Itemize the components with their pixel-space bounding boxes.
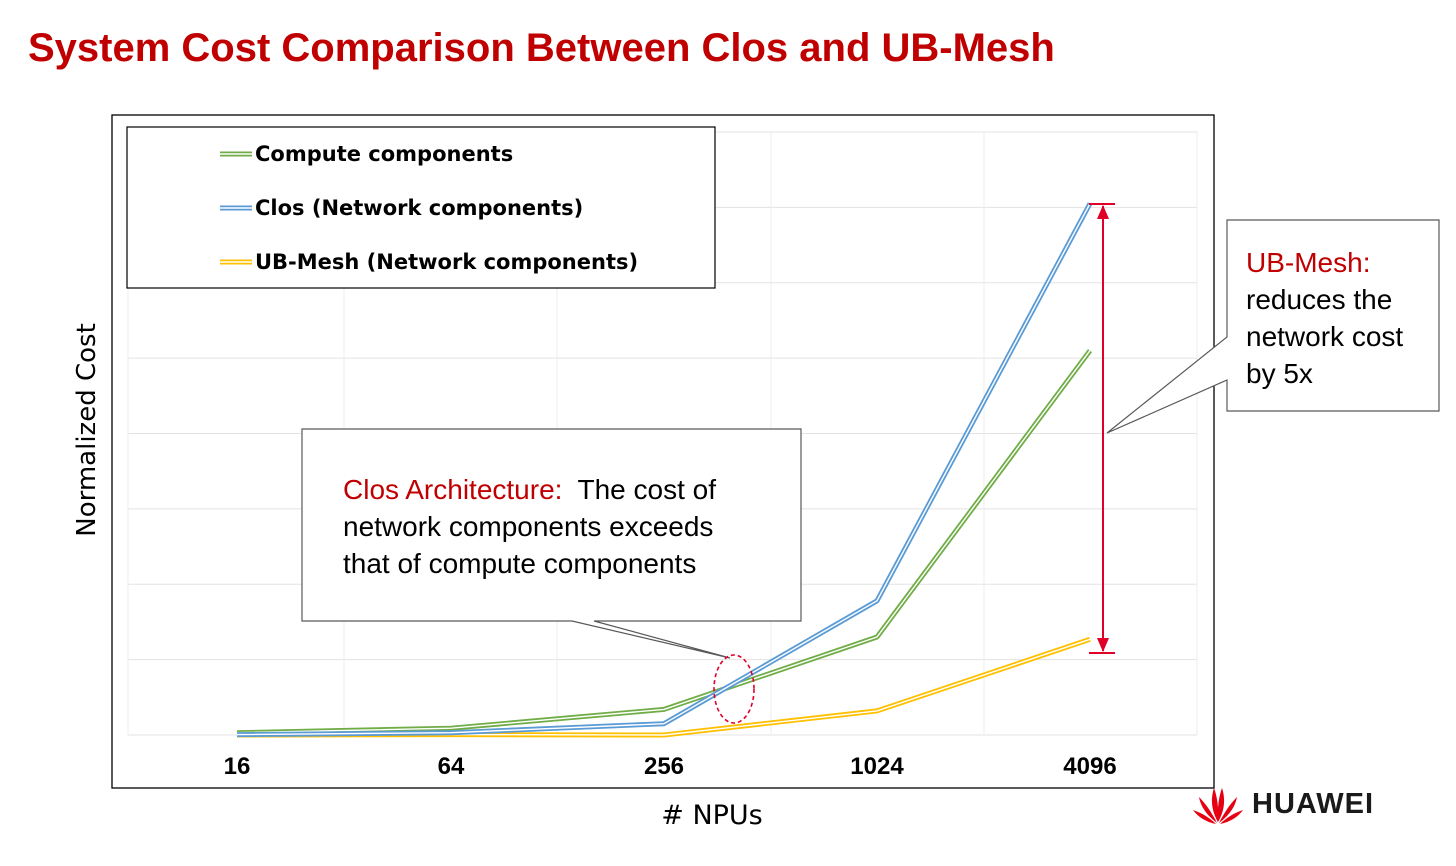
clos-callout-line-3: that of compute components [343,548,696,579]
clos-callout-box [301,428,802,659]
svg-text:Clos Architecture: The cost o: Clos Architecture: The cost of network c… [343,474,724,579]
ubmesh-callout-box [1106,219,1440,434]
ubmesh-callout-line-2: network cost [1246,321,1403,352]
series-lines [236,202,1093,738]
legend-label: Clos (Network components) [255,196,583,220]
legend-entry: Clos (Network components) [220,196,583,220]
legend-entry: Compute components [220,142,513,166]
x-tick-label: 256 [644,753,684,780]
ubmesh-callout: UB-Mesh: reduces the network cost by 5x [1089,203,1440,654]
series-clos-network-components [236,202,1093,738]
ubmesh-callout-highlight: UB-Mesh: [1246,247,1370,278]
x-tick-label: 1024 [850,753,904,780]
legend: Compute components Clos (Network componen… [126,126,716,289]
legend-entry: UB-Mesh (Network components) [220,250,638,274]
legend-label: Compute components [255,142,513,166]
x-tick-labels: 16 64 256 1024 4096 [224,753,1117,780]
legend-label: UB-Mesh (Network components) [255,250,638,274]
y-axis-label: Normalized Cost [72,323,102,537]
clos-callout-line-1: The cost of [562,474,716,505]
x-axis-label: # NPUs [661,800,763,831]
ubmesh-callout-line-1: reduces the [1246,284,1392,315]
svg-text:UB-Mesh: reduces the: UB-Mesh: reduces the network cost by 5x [1246,247,1411,389]
series-compute-components [236,349,1093,736]
x-tick-label: 64 [438,753,465,780]
reduction-arrow-head-bottom [1097,638,1109,652]
brand-name: HUAWEI [1252,788,1374,820]
x-tick-label: 4096 [1063,753,1116,780]
clos-callout-line-2: network components exceeds [343,511,713,542]
clos-callout-highlight: Clos Architecture: [343,474,562,505]
page-title: System Cost Comparison Between Clos and … [28,26,1055,70]
huawei-petal-logo-icon [1193,788,1243,824]
crossover-highlight [713,654,755,724]
ubmesh-callout-line-3: by 5x [1246,358,1313,389]
x-tick-label: 16 [224,753,251,780]
clos-callout: Clos Architecture: The cost of network c… [301,428,802,724]
reduction-arrow-head-top [1097,205,1109,219]
